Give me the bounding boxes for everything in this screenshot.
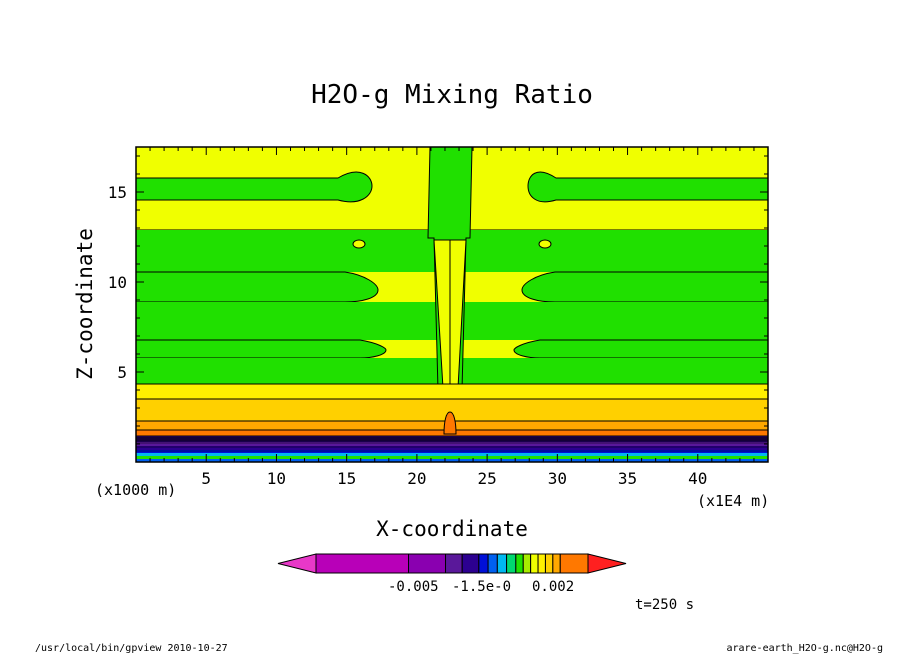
axis-ticks — [136, 147, 768, 462]
footer-left: /usr/local/bin/gpview 2010-10-27 — [35, 643, 228, 654]
footer-right: arare-earth_H2O-g.nc@H2O-g — [726, 643, 883, 654]
contour-band-3-left-bulge — [136, 339, 387, 359]
time-label: t=250 s — [635, 597, 694, 613]
axis-tick-labels: 5 10 15 20 25 30 35 40 5 10 15 — [108, 183, 708, 488]
contour-band-lower-1 — [136, 383, 768, 400]
plot-area — [136, 147, 768, 462]
contour-band-3-right-bulge — [513, 339, 768, 359]
colorbar-segment — [445, 553, 463, 574]
dark-band-contours — [136, 437, 768, 452]
x-tick-label: 40 — [688, 469, 707, 488]
contour-band-1 — [136, 171, 373, 203]
colorbar-segment — [544, 553, 554, 574]
colorbar-label-2: -1.5e-0 — [452, 579, 511, 595]
colorbar-label-1: -0.005 — [388, 579, 439, 595]
x-tick-label: 35 — [618, 469, 637, 488]
chart-title: H2O-g Mixing Ratio — [311, 80, 593, 110]
colorbar-segment — [559, 553, 589, 574]
y-tick-label: 15 — [108, 183, 127, 202]
plot-frame — [135, 146, 769, 463]
contour-band-dark-1 — [136, 436, 768, 442]
contour-island-left — [352, 239, 366, 249]
contour-band-2-left-bulge — [136, 271, 379, 303]
y-tick-label: 5 — [117, 363, 127, 382]
colorbar-segment — [408, 553, 447, 574]
contour-band-dark-2 — [136, 442, 768, 446]
colorbar-segment — [487, 553, 498, 574]
contour-band-dark-3 — [136, 446, 768, 450]
colorbar-arrow-low — [277, 553, 317, 574]
colorbar-segment — [530, 553, 539, 574]
x-unit-label: (x1E4 m) — [697, 492, 769, 510]
colorbar — [277, 553, 627, 574]
contour-band-green-bottom — [136, 456, 768, 459]
x-tick-label: 15 — [337, 469, 356, 488]
contour-band-2-right-bulge — [521, 271, 768, 303]
contour-band-blue-3 — [136, 459, 768, 462]
x-tick-label: 20 — [407, 469, 426, 488]
y-axis-label: Z-coordinate — [73, 228, 97, 380]
contour-band-blue-1 — [136, 450, 768, 453]
colorbar-segment — [552, 553, 561, 574]
colorbar-label-3: 0.002 — [532, 579, 574, 595]
y-tick-label: 10 — [108, 273, 127, 292]
colorbar-segment — [496, 553, 508, 574]
colorbar-segment — [461, 553, 480, 574]
x-tick-label: 10 — [267, 469, 286, 488]
contour-island-right — [538, 239, 552, 249]
contour-band-blue-2 — [136, 453, 768, 456]
x-axis-label: X-coordinate — [376, 517, 528, 541]
colorbar-segment — [315, 553, 410, 574]
y-unit-label: (x1000 m) — [95, 481, 176, 499]
colorbar-segment — [478, 553, 489, 574]
x-tick-label: 25 — [477, 469, 496, 488]
colorbar-arrow-high — [587, 553, 627, 574]
x-tick-label: 30 — [548, 469, 567, 488]
colorbar-segment — [522, 553, 532, 574]
colorbar-segment — [506, 553, 517, 574]
colorbar-segment — [515, 553, 524, 574]
colorbar-segment — [537, 553, 546, 574]
central-plume — [443, 411, 457, 435]
x-tick-label: 5 — [201, 469, 211, 488]
contour-band-1-right — [527, 171, 768, 203]
